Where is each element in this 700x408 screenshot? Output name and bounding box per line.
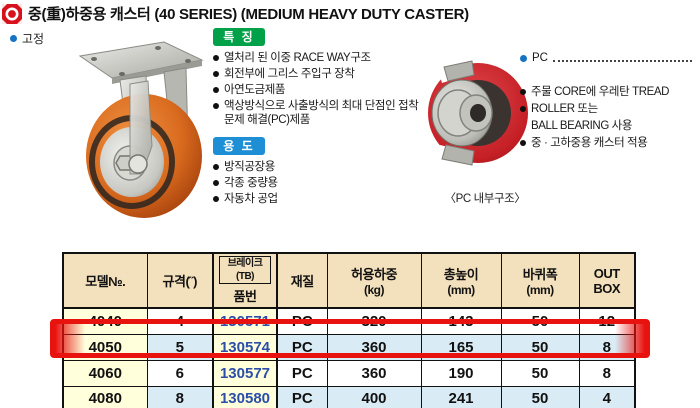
table-cell: PC — [276, 307, 328, 335]
table-cell: 400 — [326, 385, 422, 408]
table-row: 4080 8 130580 PC 400 241 50 4 — [62, 385, 636, 408]
table-cell: 165 — [420, 333, 502, 361]
table-cell: 190 — [420, 359, 502, 387]
mount-type-label: 고정 — [10, 30, 44, 47]
col-header-material: 재질 — [276, 252, 328, 309]
table-cell: 4060 — [62, 359, 148, 387]
brand-logo-icon — [2, 3, 22, 24]
table-cell: 241 — [420, 385, 502, 408]
table-cell: 143 — [420, 307, 502, 335]
list-item: 회전부에 그리스 주입구 장착 — [213, 67, 421, 81]
table-cell: PC — [276, 333, 328, 361]
list-item: 아연도금제품 — [213, 83, 421, 97]
list-item: 액상방식으로 사출방식의 최대 단점인 접착문제 해결(PC)제품 — [213, 99, 421, 127]
dotted-leader — [552, 54, 692, 62]
table-cell: PC — [276, 385, 328, 408]
features-list: 열처리 된 이중 RACE WAY구조 회전부에 그리스 주입구 장착 아연도금… — [213, 51, 421, 127]
partno-label: 품번 — [233, 289, 257, 304]
page-header: 중(重)하중용 캐스터 (40 SERIES) (MEDIUM HEAVY DU… — [2, 3, 469, 24]
col-header-width: 바퀴폭 (mm) — [500, 252, 580, 309]
uses-list: 방직공장용 각종 중량용 자동차 공업 — [213, 160, 403, 206]
bullet-icon — [520, 106, 526, 112]
table-cell: 8 — [578, 359, 636, 387]
pc-label: PC — [532, 52, 548, 64]
table-cell: 50 — [500, 359, 580, 387]
table-cell: 4 — [146, 307, 214, 335]
list-item: 각종 중량용 — [213, 176, 403, 190]
brake-label: 브레이크(TB) — [219, 256, 271, 284]
table-cell: 320 — [326, 307, 422, 335]
table-cell: 6 — [146, 359, 214, 387]
table-cell: 50 — [500, 333, 580, 361]
bullet-icon — [213, 164, 219, 170]
bullet-icon — [213, 87, 219, 93]
table-cell: 4080 — [62, 385, 148, 408]
table-cell: 5 — [146, 333, 214, 361]
mount-type-text: 고정 — [22, 32, 45, 46]
table-row: 4050 5 130574 PC 360 165 50 8 — [62, 333, 636, 361]
list-item: ROLLER 또는 — [520, 102, 698, 116]
features-badge: 특 징 — [213, 28, 265, 46]
table-body: 4040 4 130571 PC 320 143 50 12 4050 5 130574 PC 360 1… — [62, 307, 636, 408]
list-item: 주물 CORE에 우레탄 TREAD — [520, 85, 698, 99]
bullet-icon — [213, 196, 219, 202]
list-item: BALL BEARING 사용 — [531, 120, 633, 132]
col-header-size: 규격(˝) — [146, 252, 214, 309]
table-cell: 130574 — [212, 333, 278, 361]
bullet-icon — [213, 55, 219, 61]
list-item: 자동차 공업 — [213, 192, 403, 206]
table-cell: 130571 — [212, 307, 278, 335]
col-header-height: 총높이 (mm) — [420, 252, 502, 309]
col-header-partno: 브레이크(TB) 품번 — [212, 252, 278, 309]
bullet-icon — [520, 54, 527, 62]
table-cell: 130580 — [212, 385, 278, 408]
diagram-label-list: 주물 CORE에 우레탄 TREAD ROLLER 또는 BALL BEARIN… — [520, 85, 698, 150]
table-cell: 130577 — [212, 359, 278, 387]
table-row: 4060 6 130577 PC 360 190 50 8 — [62, 359, 636, 387]
bullet-icon — [520, 140, 526, 146]
bullet-icon — [520, 89, 526, 95]
table-cell: PC — [276, 359, 328, 387]
table-cell: 8 — [146, 385, 214, 408]
list-item: 중 · 고하중용 캐스터 적용 — [520, 136, 698, 150]
table-cell: 360 — [326, 359, 422, 387]
spec-table: 모델№. 규격(˝) 브레이크(TB) 품번 재질 허용하중 (kg) 총높이 … — [62, 252, 636, 408]
table-cell: 4 — [578, 385, 636, 408]
uses-badge: 용 도 — [213, 137, 265, 155]
table-cell: 50 — [500, 385, 580, 408]
table-row: 4040 4 130571 PC 320 143 50 12 — [62, 307, 636, 335]
table-cell: 12 — [578, 307, 636, 335]
wheel-cutaway-photo — [428, 55, 528, 173]
col-header-outbox: OUT BOX — [578, 252, 636, 309]
list-item: 방직공장용 — [213, 160, 403, 174]
page-title: 중(重)하중용 캐스터 (40 SERIES) (MEDIUM HEAVY DU… — [28, 6, 469, 23]
bullet-icon — [10, 35, 17, 42]
table-cell: 50 — [500, 307, 580, 335]
table-cell: 4050 — [62, 333, 148, 361]
table-header-row: 모델№. 규격(˝) 브레이크(TB) 품번 재질 허용하중 (kg) 총높이 … — [62, 252, 636, 309]
table-cell: 360 — [326, 333, 422, 361]
col-header-load: 허용하중 (kg) — [326, 252, 422, 309]
spec-table-wrap: 모델№. 규격(˝) 브레이크(TB) 품번 재질 허용하중 (kg) 총높이 … — [62, 252, 636, 408]
caster-photo — [78, 41, 204, 218]
col-header-model: 모델№. — [62, 252, 148, 309]
diagram-caption: 〈PC 내부구조〉 — [444, 193, 526, 205]
bullet-icon — [213, 180, 219, 186]
pc-label-line: PC — [520, 52, 692, 64]
table-cell: 4040 — [62, 307, 148, 335]
table-cell: 8 — [578, 333, 636, 361]
bullet-icon — [213, 103, 219, 109]
bullet-icon — [213, 71, 219, 77]
list-item: 열처리 된 이중 RACE WAY구조 — [213, 51, 421, 65]
